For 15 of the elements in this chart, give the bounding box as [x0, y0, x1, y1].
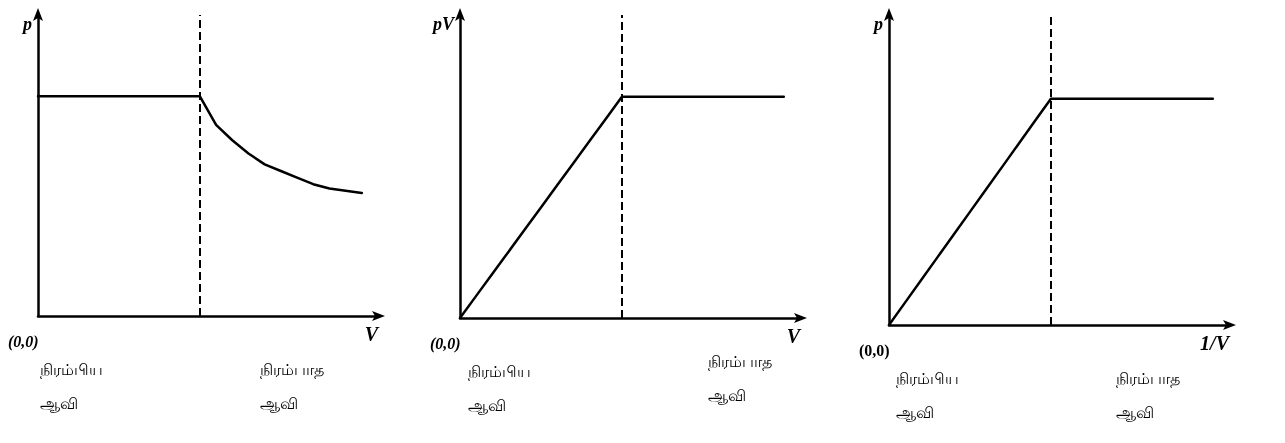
y-axis-title: p	[21, 14, 32, 34]
text: (0,0)	[8, 332, 39, 351]
y-axis-title: p	[872, 14, 883, 34]
text: நிரம்பிய ஆவி	[468, 361, 531, 415]
text: (0,0)	[430, 334, 461, 353]
text: நிரம்பாத ஆவி	[708, 351, 772, 405]
text: நிரம்பிய ஆவி	[896, 368, 959, 422]
text: நிரம்பாத ஆவி	[1116, 368, 1180, 422]
x-axis-title: 1/V	[1200, 332, 1231, 354]
x-axis-title: V	[786, 325, 802, 347]
y-axis-title: pV	[430, 14, 456, 34]
text: நிரம்பாத ஆவி	[260, 359, 324, 413]
x-axis-title: V	[364, 323, 380, 345]
text: (0,0)	[859, 341, 890, 360]
text: நிரம்பிய ஆவி	[40, 359, 103, 413]
